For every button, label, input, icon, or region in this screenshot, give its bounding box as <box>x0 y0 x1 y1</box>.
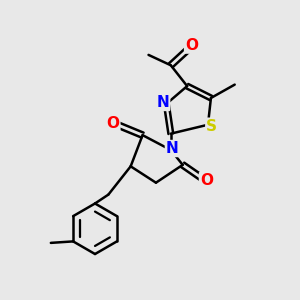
Text: O: O <box>185 38 198 52</box>
Text: O: O <box>200 173 213 188</box>
Text: S: S <box>206 119 217 134</box>
Text: N: N <box>166 141 179 156</box>
Text: O: O <box>106 116 119 131</box>
Text: N: N <box>156 95 169 110</box>
